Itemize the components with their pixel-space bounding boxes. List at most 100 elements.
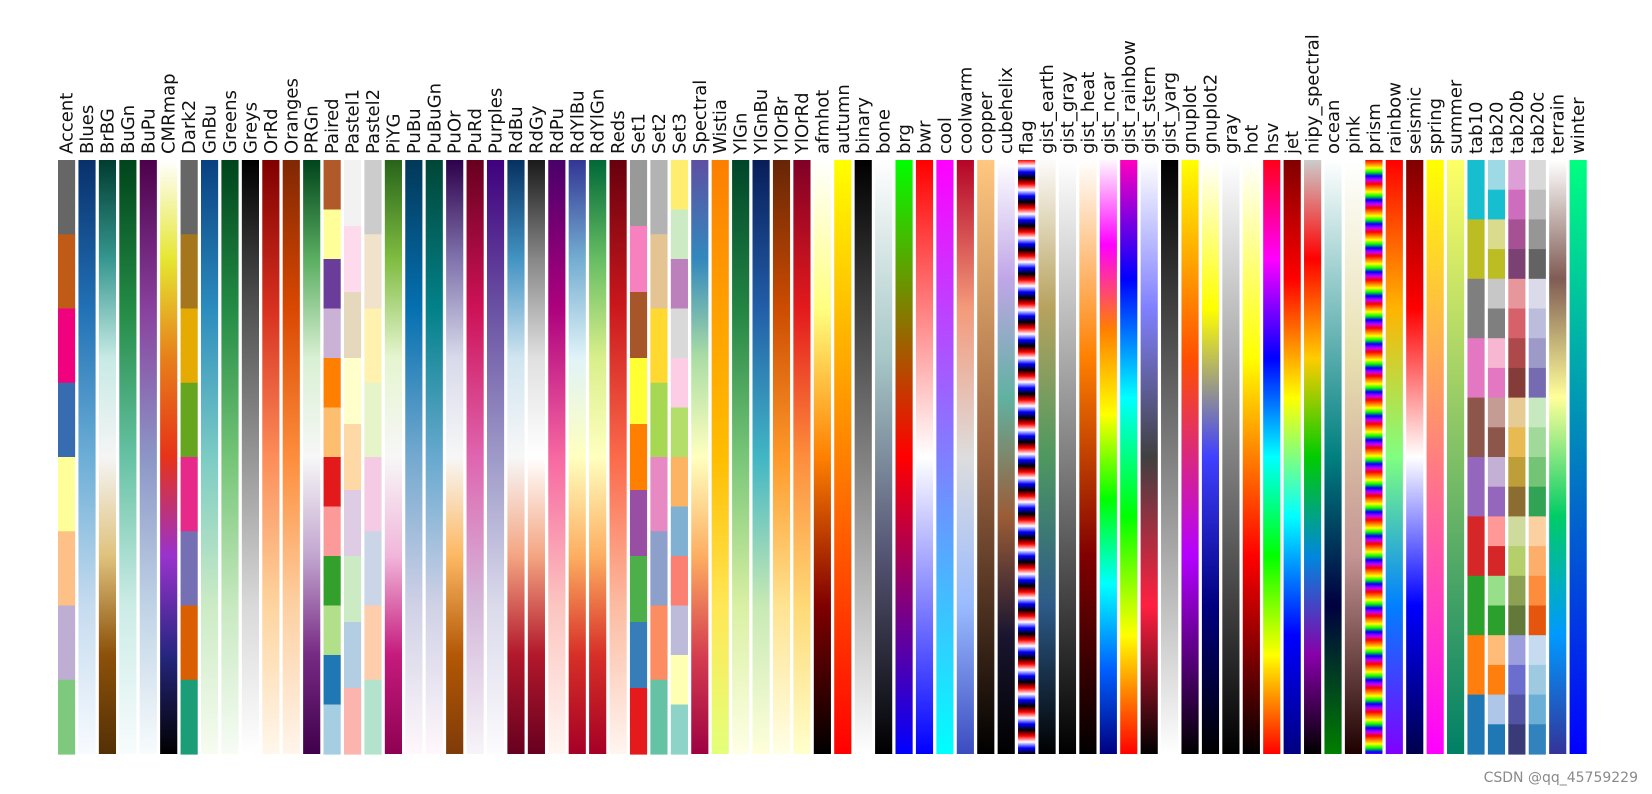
colormap-label-flag: flag (1017, 120, 1038, 154)
colormap-bar-rainbow (1385, 160, 1403, 754)
colormap-swatch-tab20c-8 (1528, 397, 1546, 428)
colormap-swatch-pastel2-3 (364, 382, 382, 458)
colormap-swatch-set2-5 (650, 531, 668, 607)
colormap-bar-prism (1365, 160, 1383, 754)
colormap-bar-jet (1283, 160, 1301, 754)
colormap-swatch-tab20-4 (1487, 278, 1506, 310)
colormap-swatch-accent-1 (58, 234, 76, 310)
colormap-label-gnbu: GnBu (200, 105, 221, 154)
colormap-swatch-tab20b-4 (1508, 278, 1526, 310)
colormap-swatch-tab20b-7 (1508, 367, 1526, 399)
colormap-bar-gnuplot2 (1201, 160, 1220, 754)
colormap-swatch-tab20c-3 (1528, 249, 1546, 280)
colormap-swatch-set3-2 (670, 259, 688, 310)
colormap-label-seismic: seismic (1405, 87, 1426, 154)
colormap-swatch-pastel1-6 (343, 556, 362, 623)
colormap-label-spectral: Spectral (690, 80, 711, 154)
colormap-label-ylorrd: YlOrRd (792, 93, 813, 156)
colormap-swatch-tab20-12 (1487, 516, 1506, 547)
colormap-label-brbg: BrBG (97, 108, 118, 154)
colormap-label-reds: Reds (608, 110, 629, 154)
colormap-swatch-tab20b-10 (1508, 457, 1526, 488)
colormap-label-winter: winter (1568, 97, 1589, 154)
colormap-swatch-tab20b-17 (1508, 664, 1526, 696)
colormap-swatch-accent-0 (58, 160, 76, 235)
colormap-swatch-tab10-4 (1467, 397, 1485, 458)
colormap-swatch-paired-11 (323, 704, 341, 755)
colormap-swatch-paired-6 (323, 457, 341, 508)
colormap-label-pastel2: Pastel2 (363, 89, 384, 154)
colormap-swatch-dark2-7 (180, 679, 198, 755)
colormap-label-set2: Set2 (649, 113, 670, 154)
colormap-label-jet: jet (1282, 131, 1303, 155)
colormap-swatch-paired-2 (323, 259, 341, 310)
colormap-bar-bupu (139, 160, 157, 754)
colormap-label-prgn: PRGn (302, 105, 323, 154)
colormap-swatch-set3-5 (670, 407, 688, 458)
colormap-swatch-tab20-10 (1487, 457, 1506, 488)
colormap-swatch-tab20c-10 (1528, 457, 1546, 488)
colormap-label-bupu: BuPu (138, 108, 159, 154)
colormap-label-rdpu: RdPu (547, 108, 568, 154)
colormap-swatch-tab20b-15 (1508, 605, 1526, 636)
colormap-bar-ylgn (732, 160, 750, 754)
colormap-bar-ocean (1324, 160, 1342, 754)
colormap-swatch-tab20-11 (1487, 486, 1506, 517)
colormap-bar-hsv (1263, 160, 1281, 754)
colormap-swatch-paired-1 (323, 209, 341, 260)
colormap-swatch-dark2-6 (180, 605, 198, 681)
colormap-swatch-pastel1-3 (343, 358, 362, 425)
colormap-swatch-set3-11 (670, 704, 688, 755)
colormap-label-greys: Greys (240, 102, 261, 154)
colormap-label-gray: gray (1221, 113, 1242, 154)
colormap-swatch-tab20c-7 (1528, 367, 1546, 399)
colormap-label-greens: Greens (220, 90, 241, 154)
colormap-swatch-tab20b-1 (1508, 189, 1526, 220)
colormap-swatch-set1-4 (629, 424, 648, 491)
colormap-label-rainbow: rainbow (1384, 82, 1405, 154)
colormap-swatch-tab20c-14 (1528, 575, 1546, 607)
colormap-swatch-tab10-3 (1467, 338, 1485, 399)
colormap-swatch-tab20b-14 (1508, 575, 1526, 607)
colormap-label-ocean: ocean (1323, 100, 1344, 154)
colormap-label-rdylgn: RdYlGn (588, 89, 609, 154)
colormap-label-pastel1: Pastel1 (343, 89, 364, 154)
colormap-bar-pubu (405, 160, 423, 754)
colormap-swatch-set1-7 (629, 622, 648, 689)
colormap-bar-bone (875, 160, 893, 754)
colormap-bar-summer (1447, 160, 1465, 754)
colormap-swatch-set2-4 (650, 457, 668, 532)
colormap-bar-spring (1426, 160, 1444, 754)
colormap-swatch-pastel2-2 (364, 308, 382, 384)
colormap-swatch-tab20b-3 (1508, 249, 1526, 280)
colormap-bar-greys (241, 160, 259, 754)
colormap-swatch-tab20c-11 (1528, 486, 1546, 517)
colormap-swatch-pastel1-0 (343, 160, 362, 227)
colormap-bar-rdylbu (568, 160, 586, 754)
colormap-label-set1: Set1 (629, 113, 650, 154)
colormap-bar-ylgnbu (752, 160, 770, 754)
colormap-swatch-dark2-4 (180, 457, 198, 532)
colormap-swatch-tab10-0 (1467, 160, 1485, 220)
colormap-swatch-tab10-7 (1467, 575, 1485, 636)
colormap-swatch-tab20c-19 (1528, 724, 1546, 755)
colormap-label-ylgnbu: YlGnBu (751, 89, 772, 155)
colormap-swatch-dark2-1 (180, 234, 198, 310)
colormap-bar-gnbu (200, 160, 219, 754)
colormap-swatch-pastel2-7 (364, 679, 382, 755)
colormap-swatch-tab20c-1 (1528, 189, 1546, 220)
colormap-bar-rdylgn (589, 160, 607, 754)
colormap-label-gist-stern: gist_stern (1139, 66, 1160, 154)
colormap-label-afmhot: afmhot (812, 90, 833, 154)
colormap-bar-hot (1242, 160, 1260, 754)
colormap-label-copper: copper (976, 91, 997, 154)
colormap-swatch-pastel2-6 (364, 605, 382, 681)
colormap-swatch-tab20b-6 (1508, 338, 1526, 369)
colormap-label-gist-ncar: gist_ncar (1098, 72, 1119, 154)
colormap-swatch-tab20b-0 (1508, 160, 1526, 191)
colormap-label-spring: spring (1425, 98, 1446, 154)
colormap-swatch-tab20-13 (1487, 546, 1506, 577)
colormap-bar-seismic (1406, 160, 1424, 754)
colormap-label-gist-rainbow: gist_rainbow (1119, 40, 1140, 154)
colormap-bar-cool (936, 160, 954, 754)
